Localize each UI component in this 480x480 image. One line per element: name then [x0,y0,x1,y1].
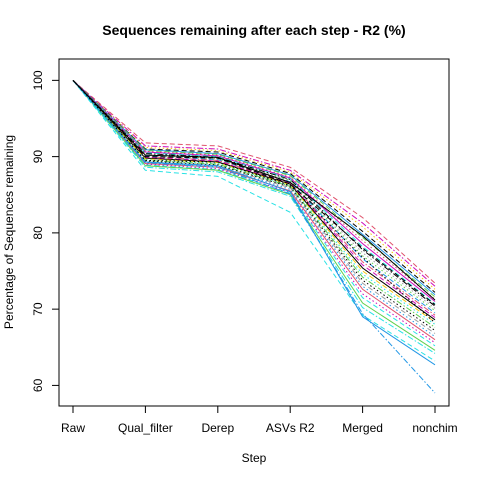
series-line-6 [72,80,436,298]
x-tick-label-4: ASVs R2 [266,421,315,435]
series-line-16 [72,80,436,321]
y-axis: 60 70 80 90 100 [31,70,59,392]
series-line-20 [72,80,436,331]
series-line-5 [72,80,436,296]
series-line-25 [72,80,436,347]
y-tick-label-5: 100 [31,70,45,90]
series-line-31 [72,80,436,301]
series-line-27 [72,80,436,354]
y-tick-label-2: 70 [31,302,45,316]
x-tick-label-6: nonchim [412,421,457,435]
plot-frame [58,58,450,407]
series-line-24 [72,80,436,344]
series-line-28 [72,80,436,362]
series-layer [72,80,436,394]
series-line-3 [72,80,436,290]
y-axis-label: Percentage of Sequences remaining [2,135,16,329]
series-line-11 [72,80,436,309]
x-tick-label-1: Raw [61,421,85,435]
x-tick-label-3: Derep [201,421,234,435]
series-line-12 [72,80,436,312]
x-tick-label-5: Merged [342,421,383,435]
x-axis-label: Step [242,451,267,465]
y-tick-label-1: 60 [31,378,45,392]
y-tick-label-3: 80 [31,226,45,240]
series-line-1 [72,80,436,284]
x-tick-label-2: Qual_filter [118,421,173,435]
series-line-8 [72,80,436,302]
series-line-19 [72,80,436,328]
series-line-29 [72,80,436,366]
chart-title: Sequences remaining after each step - R2… [102,22,405,38]
series-line-10 [72,80,436,307]
series-line-30 [72,80,436,394]
series-line-17 [72,80,436,323]
series-line-9 [72,80,436,305]
x-axis: Raw Qual_filter Derep ASVs R2 Merged nonchim [61,406,458,435]
series-line-23 [72,80,436,341]
series-line-21 [72,80,436,334]
series-line-33 [72,80,436,324]
series-line-18 [72,80,436,325]
y-tick-label-4: 90 [31,150,45,164]
series-line-2 [72,80,436,287]
series-line-15 [72,80,436,318]
series-line-14 [72,80,436,316]
series-line-26 [72,80,436,351]
series-line-22 [72,80,436,338]
series-line-32 [72,80,436,305]
